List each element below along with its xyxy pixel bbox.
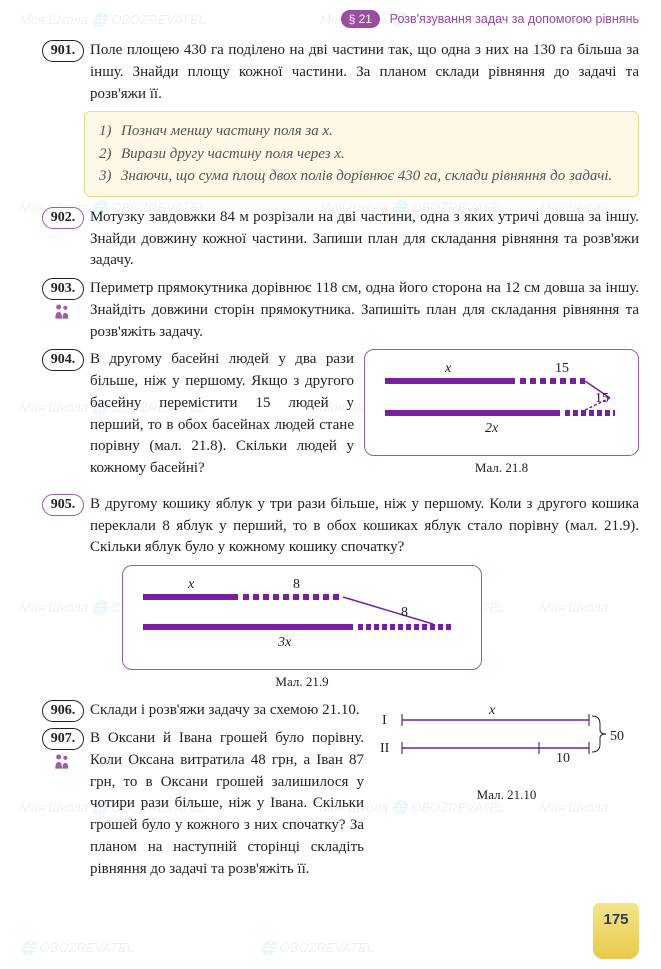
problem-text: Склади і розв'яжи задачу за схемою 21.10… xyxy=(90,700,364,722)
problem-text: В другому басейні людей у два рази більш… xyxy=(90,349,354,480)
problem-text: Поле площею 430 га поділено на дві части… xyxy=(90,40,639,105)
label-I: I xyxy=(382,713,387,728)
plan-line-num: 3) xyxy=(99,165,121,188)
plan-line: Знаючи, що сума площ двох полів дорівнює… xyxy=(121,165,612,188)
label-15-side: 15 xyxy=(595,391,609,406)
problem-number: 907. xyxy=(42,728,84,750)
page-content: § 21 Розв'язування задач за допомогою рі… xyxy=(0,0,661,900)
problem-text: В другому кошику яблук у три рази більше… xyxy=(90,494,639,559)
label-3x: 3x xyxy=(277,635,292,650)
problem-text: В Оксани й Івана грошей було порівну. Ко… xyxy=(90,728,364,880)
label-x: x xyxy=(488,703,496,718)
plan-line-num: 2) xyxy=(99,143,121,166)
diagram-21-9: x 8 8 3x xyxy=(133,576,463,654)
figure-21-8: x 15 15 2x xyxy=(364,349,639,456)
figure-caption: Мал. 21.10 xyxy=(374,787,639,803)
label-8: 8 xyxy=(293,577,300,592)
pair-icon xyxy=(52,752,72,772)
plan-line-num: 1) xyxy=(99,120,121,143)
diagram-21-10: I x II 10 50 xyxy=(374,700,634,778)
problem-number: 906. xyxy=(42,700,84,722)
label-15: 15 xyxy=(555,361,569,376)
section-title: Розв'язування задач за допомогою рівнянь xyxy=(390,12,639,26)
figure-caption: Мал. 21.9 xyxy=(122,674,482,690)
problem-number: 904. xyxy=(42,349,84,371)
problem-907: 907. В Оксани й Івана грошей було порівн… xyxy=(42,728,364,880)
problem-number: 902. xyxy=(42,207,84,229)
problem-903: 903. Периметр прямокутника дорівнює 118 … xyxy=(42,278,639,343)
figure-21-9: x 8 8 3x xyxy=(122,565,482,670)
diagram-21-8: x 15 15 2x xyxy=(375,360,625,440)
label-II: II xyxy=(380,741,390,756)
label-10: 10 xyxy=(556,751,570,766)
label-50: 50 xyxy=(610,729,624,744)
problem-904: 904. В другому басейні людей у два рази … xyxy=(42,349,354,480)
problem-901: 901. Поле площею 430 га поділено на дві … xyxy=(42,40,639,105)
section-header: § 21 Розв'язування задач за допомогою рі… xyxy=(42,10,639,28)
label-2x: 2x xyxy=(485,421,499,436)
label-x: x xyxy=(444,361,452,376)
problem-number: 905. xyxy=(42,494,84,516)
label-x: x xyxy=(187,577,195,592)
problem-number: 903. xyxy=(42,278,84,300)
plan-line: Вирази другу частину поля через x. xyxy=(121,143,345,166)
figure-caption: Мал. 21.8 xyxy=(364,460,639,476)
pair-icon xyxy=(52,302,72,322)
plan-line: Познач меншу частину поля за x. xyxy=(121,120,333,143)
problem-text: Мотузку завдовжки 84 м розрізали на дві … xyxy=(90,207,639,272)
problem-906: 906. Склади і розв'яжи задачу за схемою … xyxy=(42,700,364,722)
problem-905: 905. В другому кошику яблук у три рази б… xyxy=(42,494,639,559)
section-tag: § 21 xyxy=(341,10,380,28)
problem-text: Периметр прямокутника дорівнює 118 см, о… xyxy=(90,278,639,343)
problem-902: 902. Мотузку завдовжки 84 м розрізали на… xyxy=(42,207,639,272)
label-8-side: 8 xyxy=(401,605,408,620)
problem-number: 901. xyxy=(42,40,84,62)
plan-box: 1)Познач меншу частину поля за x. 2)Вира… xyxy=(84,111,639,197)
page-number: 175 xyxy=(593,903,639,959)
